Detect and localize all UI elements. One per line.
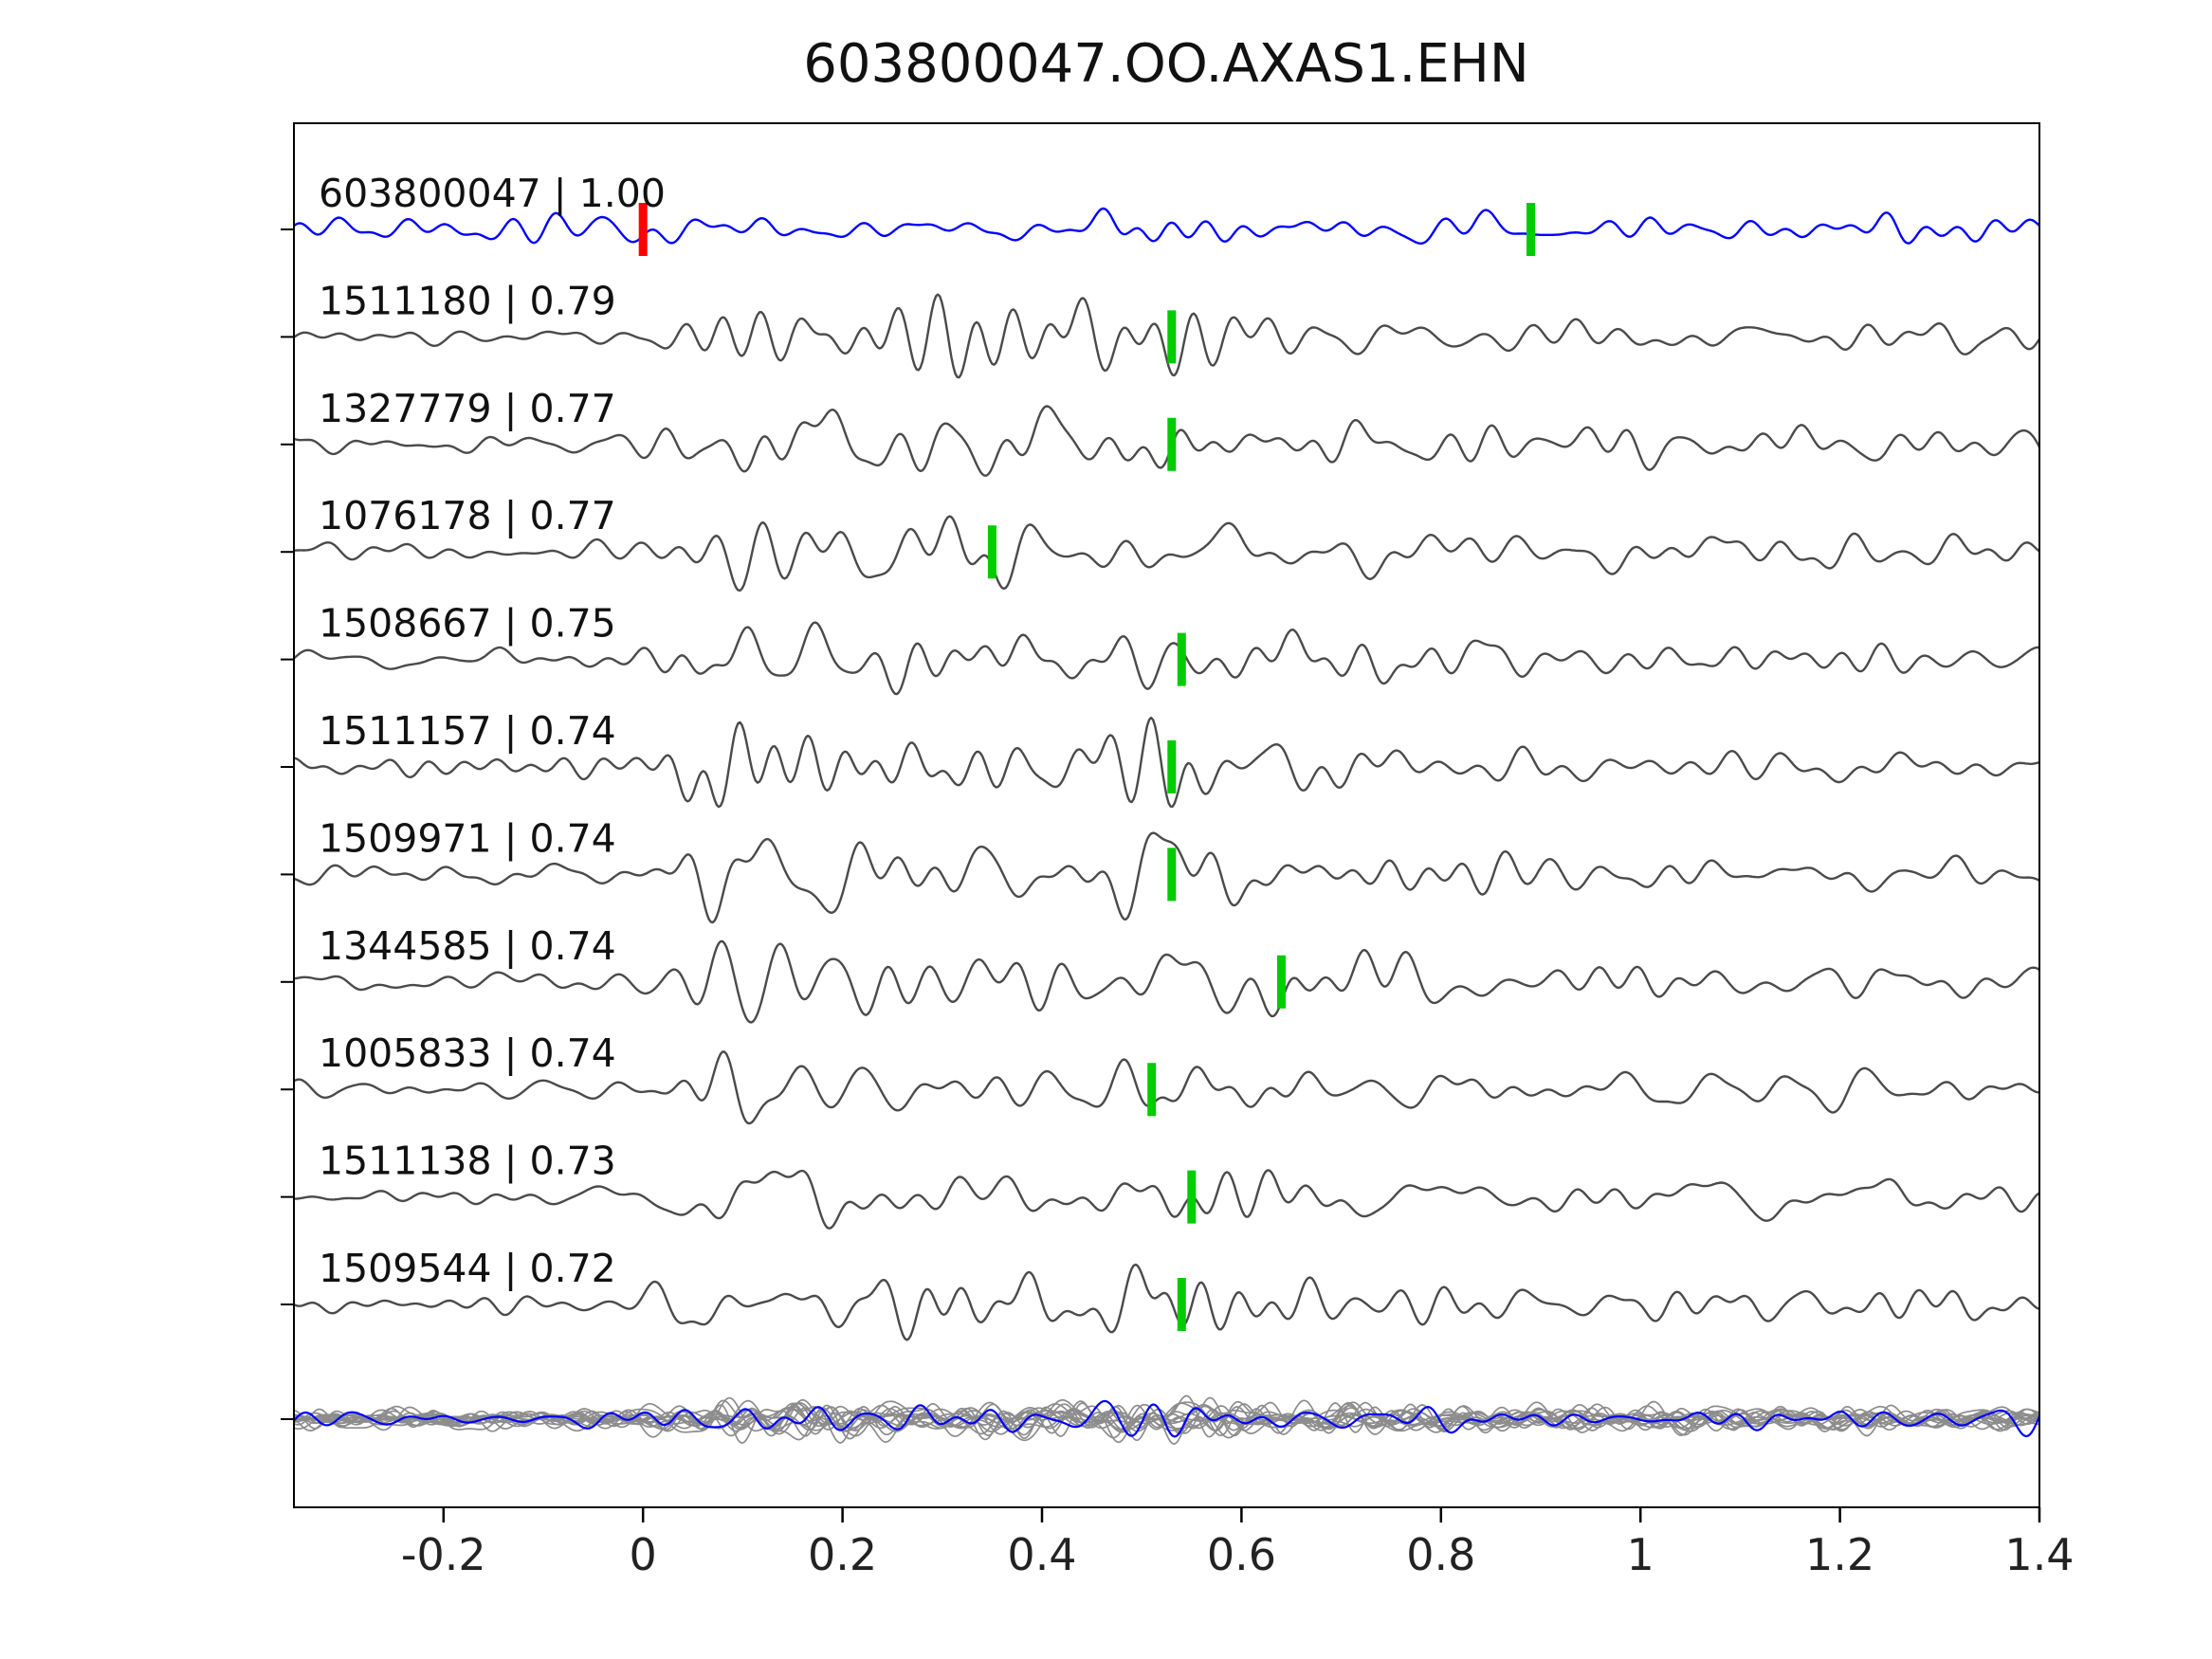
stack-template-trace [294, 1399, 2039, 1438]
trace-label: 1344585 | 0.74 [319, 923, 616, 969]
x-tick-label: 1 [1627, 1529, 1654, 1580]
plot-border [293, 122, 2040, 1508]
x-tick-label: 0.6 [1207, 1529, 1276, 1580]
x-tick-label: 0.2 [808, 1529, 877, 1580]
x-tick-label: 0 [630, 1529, 657, 1580]
waveform-trace-1511180 [294, 293, 2039, 379]
trace-label: 1508667 | 0.75 [319, 601, 616, 647]
waveform-trace-1344585 [294, 939, 2039, 1024]
trace-label: 1511180 | 0.79 [319, 278, 616, 323]
waveform-trace-1509544 [294, 1263, 2039, 1341]
trace-label: 603800047 | 1.00 [319, 171, 666, 216]
trace-label: 1511157 | 0.74 [319, 708, 616, 754]
waveform-trace-1511138 [294, 1169, 2039, 1231]
x-tick-label: 1.2 [1805, 1529, 1874, 1580]
waveform-trace-1508667 [294, 621, 2039, 696]
x-tick-label: 1.4 [2004, 1529, 2074, 1580]
x-tick-label: -0.2 [401, 1529, 486, 1580]
trace-label: 1509544 | 0.72 [319, 1246, 616, 1291]
stack-gray-trace [294, 1400, 2039, 1444]
waveform-trace-1076178 [294, 515, 2039, 592]
x-axis-group: -0.2 0 0.2 0.4 0.6 0.8 1 1.2 1.4 [281, 228, 2075, 1580]
trace-label: 1076178 | 0.77 [319, 493, 616, 538]
waveform-trace-1511157 [294, 716, 2039, 809]
waveform-trace-603800047 [294, 207, 2039, 246]
stack-gray-trace [294, 1396, 2039, 1444]
trace-labels-group: 603800047 | 1.00 1511180 | 0.79 1327779 | … [319, 171, 666, 1291]
x-tick-label: 0.4 [1007, 1529, 1076, 1580]
traces-group [294, 207, 2039, 1341]
stack-gray-trace [294, 1399, 2039, 1444]
x-tick-label: 0.8 [1406, 1529, 1475, 1580]
stack-overlay-group [294, 1395, 2039, 1446]
stack-gray-trace [294, 1395, 2039, 1441]
trace-label: 1327779 | 0.77 [319, 386, 616, 431]
waveform-trace-1509971 [294, 831, 2039, 924]
plot-title: 603800047.OO.AXAS1.EHN [803, 33, 1529, 95]
trace-label: 1005833 | 0.74 [319, 1030, 616, 1076]
waveform-trace-1005833 [294, 1050, 2039, 1125]
pick-markers-group [638, 203, 1535, 1331]
waveform-trace-1327779 [294, 405, 2039, 477]
trace-label: 1509971 | 0.74 [319, 815, 616, 861]
trace-label: 1511138 | 0.73 [319, 1139, 616, 1184]
